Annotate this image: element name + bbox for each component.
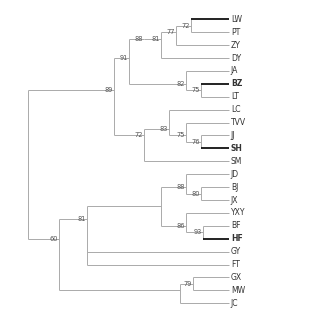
Text: 91: 91 [120,55,128,61]
Text: PT: PT [231,28,240,37]
Text: JC: JC [231,299,238,308]
Text: 75: 75 [192,87,200,93]
Text: DY: DY [231,53,241,62]
Text: 82: 82 [177,81,185,87]
Text: JX: JX [231,196,238,204]
Text: 79: 79 [183,281,192,287]
Text: FT: FT [231,260,240,269]
Text: JD: JD [231,170,239,179]
Text: 72: 72 [134,132,143,139]
Text: MW: MW [231,286,245,295]
Text: GX: GX [231,273,242,282]
Text: 81: 81 [151,36,160,42]
Text: 76: 76 [192,139,200,145]
Text: 88: 88 [134,36,143,42]
Text: JJ: JJ [231,131,235,140]
Text: 81: 81 [77,216,86,222]
Text: HF: HF [231,234,243,243]
Text: 93: 93 [194,229,202,235]
Text: GY: GY [231,247,241,256]
Text: BF: BF [231,221,240,230]
Text: BZ: BZ [231,79,242,88]
Text: ZY: ZY [231,41,241,50]
Text: 72: 72 [181,23,189,29]
Text: SH: SH [231,144,243,153]
Text: 83: 83 [160,126,168,132]
Text: BJ: BJ [231,183,238,192]
Text: 60: 60 [50,236,58,242]
Text: 75: 75 [177,132,185,139]
Text: 86: 86 [177,223,185,229]
Text: SM: SM [231,157,242,166]
Text: LC: LC [231,105,240,114]
Text: 88: 88 [177,184,185,190]
Text: 89: 89 [105,87,113,93]
Text: LT: LT [231,92,239,101]
Text: LW: LW [231,15,242,24]
Text: 77: 77 [166,29,175,35]
Text: JA: JA [231,67,238,76]
Text: TVV: TVV [231,118,246,127]
Text: 80: 80 [192,190,200,196]
Text: YXY: YXY [231,208,245,217]
